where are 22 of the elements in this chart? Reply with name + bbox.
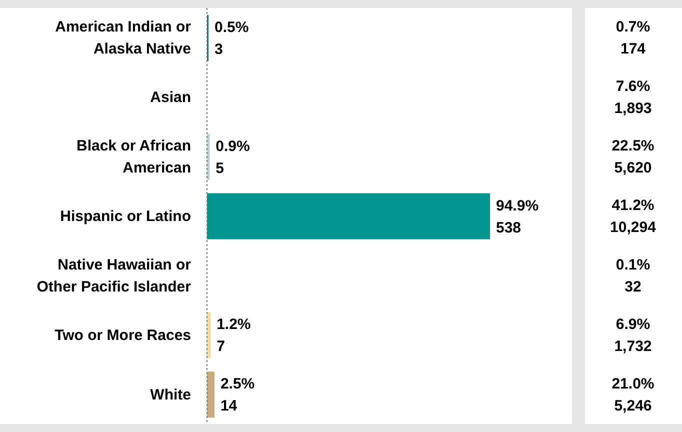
y-tick-label: White	[150, 386, 191, 403]
data-label: 94.9% 538	[496, 196, 539, 236]
text: 0.7% 174	[616, 18, 650, 58]
y-tick-label: Asian	[150, 88, 191, 106]
data-label: 2.5% 14	[220, 375, 255, 414]
bar	[207, 312, 211, 358]
text: 41.2% 10,294	[610, 196, 657, 236]
text: 21.0% 5,246	[612, 374, 654, 414]
text: 0.1% 32	[616, 256, 650, 295]
y-tick-label: Black or African American	[76, 137, 191, 176]
text: 22.5% 5,620	[612, 137, 654, 176]
data-label: 1.2% 7	[216, 316, 251, 355]
y-tick-label: Two or More Races	[54, 326, 191, 344]
y-tick-label: Hispanic or Latino	[60, 208, 191, 224]
data-label: 0.9% 5	[216, 137, 250, 176]
bar	[207, 372, 214, 418]
text: 7.6% 1,893	[614, 78, 652, 117]
data-label: 0.5% 3	[214, 18, 249, 58]
text: 6.9% 1,732	[614, 315, 652, 354]
bar	[207, 193, 490, 240]
y-tick-label: American Indian or Alaska Native	[55, 18, 192, 58]
y-tick-label: Native Hawaiian or Other Pacific Islander	[36, 256, 192, 295]
